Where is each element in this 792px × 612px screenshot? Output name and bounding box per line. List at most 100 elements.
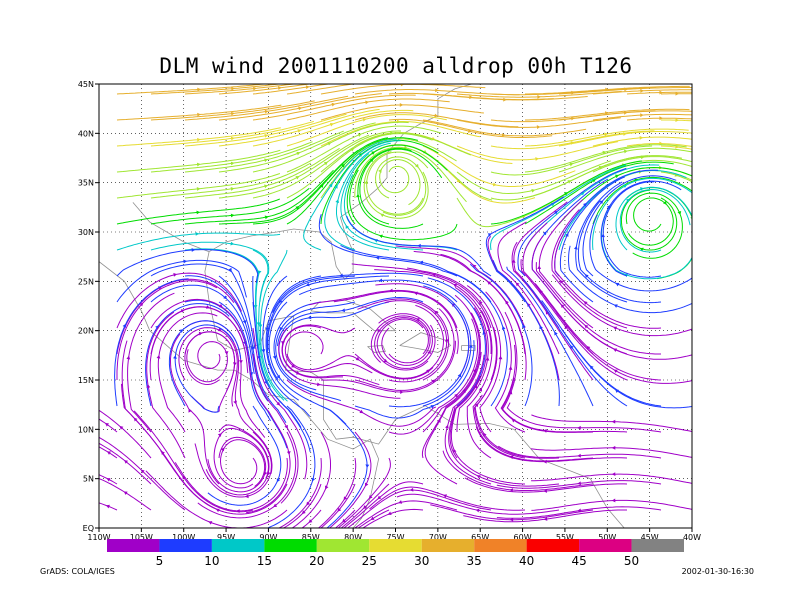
streamline-arrow [613,348,618,352]
x-tick-label: 70W [429,533,447,542]
streamline-arrow [228,267,232,272]
streamline-arrow [535,157,539,161]
streamline-arrow [233,400,237,405]
streamline [558,87,692,95]
streamline [286,379,437,427]
streamline [354,500,458,528]
streamline-arrow [250,346,255,351]
streamline-arrow [377,495,382,500]
streamline-arrow [244,494,249,499]
streamline [531,235,628,355]
y-tick-label: 35N [78,179,94,188]
streamline-arrow [276,401,281,406]
streamline [205,424,270,496]
streamline-arrow [400,84,405,87]
streamline [422,145,576,187]
streamline [362,508,424,528]
streamline [530,447,692,458]
streamline-arrow [509,488,514,493]
y-axis-ticks: EQ 5N 10N 15N 20N 25N 30N 35N 40N 45N [78,80,99,533]
streamline-arrow [573,245,578,250]
streamline [558,131,692,147]
x-tick-label: 100W [172,533,195,542]
x-tick-label: 55W [556,533,574,542]
streamline-arrow [223,295,227,300]
streamline-arrow [611,445,616,450]
streamline-arrow [368,494,373,499]
streamline-arrow [598,165,603,170]
streamline-arrow [434,310,439,315]
streamline-arrow [640,186,644,191]
streamline-arrow [286,451,291,455]
streamline-arrow [478,300,483,305]
x-tick-label: 85W [302,533,320,542]
streamline-arrow [161,450,165,455]
streamline-arrow [256,322,261,326]
streamline-arrow [403,145,408,150]
streamline-arrow [196,162,201,167]
streamline-arrow [570,345,574,350]
coastline [204,84,472,281]
colorbar-swatch [631,539,684,552]
streamline-arrow [415,318,420,322]
streamline [272,272,424,313]
colorbar-swatch [211,539,265,552]
streamline-arrow [623,110,628,115]
streamline-arrow [341,308,346,313]
streamline-arrow [345,224,350,229]
streamline-arrow [542,231,547,236]
streamline [320,340,456,393]
streamline-arrow [119,425,124,430]
streamline-arrow [230,187,235,191]
streamline-arrow [298,106,303,111]
streamline-arrow [217,433,222,437]
streamline-arrow [197,112,201,117]
streamline-arrow [197,137,201,142]
streamline-arrow [324,485,329,490]
y-tick-label: 10N [78,425,94,434]
streamline-arrow [343,496,348,501]
streamline-arrow [443,494,447,498]
streamline-arrow [564,192,569,196]
streamline [558,110,692,121]
footer-timestamp: 2002-01-30-16:30 [682,567,754,576]
streamline-arrow [543,489,548,493]
streamline-arrow [140,469,145,474]
streamline [625,192,683,259]
colorbar-swatch [421,539,475,552]
streamline-arrow [317,382,321,387]
streamline-arrow [264,109,269,114]
streamline-arrow [364,482,369,487]
streamline-arrow [387,511,392,516]
x-tick-label: 90W [259,533,277,542]
streamline-arrow [196,187,201,191]
streamline-arrow [295,176,300,180]
colorbar-swatch [316,539,370,552]
streamline [286,84,358,95]
streamline [388,318,479,435]
streamline-arrow [503,97,507,102]
streamline-arrow [365,464,370,469]
y-tick-label: 20N [78,327,94,336]
streamline-arrow [122,323,126,328]
streamline-arrow [445,337,449,342]
streamline-arrow [501,133,506,137]
y-tick-label: EQ [83,524,94,533]
streamline-arrow [284,424,288,429]
y-tick-label: 15N [78,376,94,385]
streamline-arrow [577,508,582,513]
streamline-arrow [419,260,424,265]
streamline-arrow [383,358,388,363]
streamline-arrow [639,135,644,140]
streamline [554,169,659,277]
streamline-arrow [413,291,418,296]
streamline-arrow [224,351,229,355]
streamline-arrow [623,184,628,188]
streamline [627,197,674,246]
streamline-arrow [370,516,375,520]
streamline [501,311,560,433]
streamline [218,301,288,449]
streamline [592,89,692,95]
streamline-arrow [623,149,628,154]
streamline-arrow [625,198,630,203]
